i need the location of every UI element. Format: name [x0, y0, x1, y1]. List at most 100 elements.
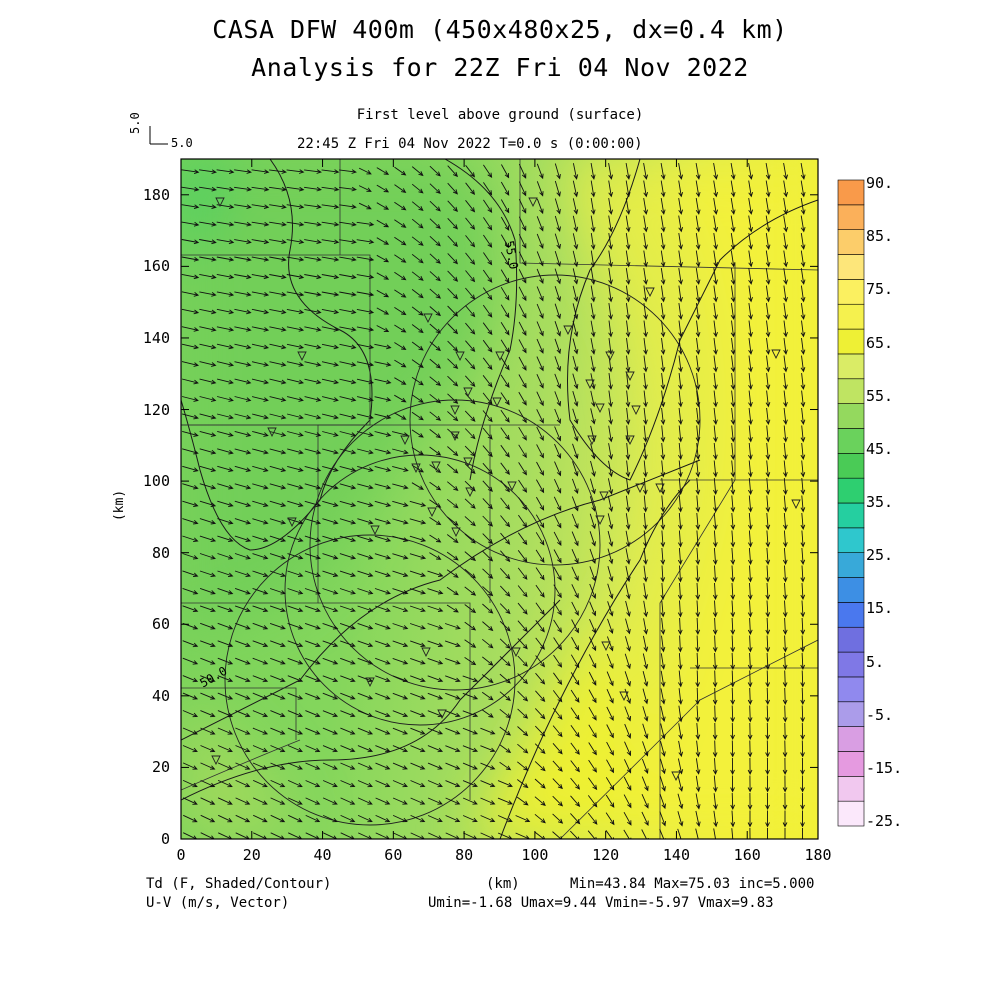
wind-vector: [765, 740, 770, 758]
wind-vector: [322, 570, 339, 577]
wind-vector: [287, 675, 304, 683]
wind-vector: [730, 285, 736, 303]
wind-vector: [536, 409, 544, 424]
wind-vector: [782, 565, 788, 583]
wind-vector: [269, 274, 287, 280]
wind-vector: [374, 622, 391, 630]
station-marker: [465, 487, 475, 498]
wind-vector: [286, 186, 305, 192]
wind-vector: [234, 274, 252, 280]
wind-vector: [783, 460, 788, 478]
wind-vector: [572, 461, 579, 477]
wind-vector: [590, 355, 596, 373]
wind-vector: [765, 687, 771, 706]
wind-vector: [748, 512, 753, 531]
wind-vector: [554, 215, 561, 232]
wind-vector: [678, 530, 683, 548]
wind-vector: [269, 239, 287, 245]
wind-vector: [392, 553, 409, 560]
wind-vector: [605, 794, 615, 808]
wind-vector: [588, 636, 597, 652]
wind-vector: [782, 705, 788, 723]
wind-vector: [712, 687, 718, 706]
wind-vector: [200, 745, 216, 753]
wind-vector: [608, 268, 613, 285]
wind-vector: [695, 687, 701, 706]
wind-vector: [305, 797, 321, 805]
wind-vector: [643, 460, 648, 478]
wind-vector: [322, 710, 339, 718]
wind-vector: [497, 815, 513, 823]
y-axis-label: (km): [112, 489, 128, 522]
wind-vector: [200, 657, 216, 665]
wind-vector: [340, 745, 356, 753]
wind-vector: [357, 640, 374, 648]
wind-vector: [304, 605, 321, 613]
wind-vector: [447, 375, 459, 387]
wind-vector: [304, 326, 322, 332]
wind-vector: [536, 198, 544, 215]
wind-vector: [783, 355, 788, 373]
wind-vector: [800, 215, 806, 233]
wind-vector: [234, 587, 251, 595]
wind-vector: [782, 687, 788, 706]
wind-vector: [252, 587, 269, 595]
wind-vector: [374, 605, 391, 613]
wind-vector: [782, 722, 788, 741]
wind-vector: [588, 654, 597, 669]
wind-vector: [217, 762, 233, 770]
wind-vector: [730, 617, 736, 636]
wind-vector: [730, 373, 736, 390]
wind-vector: [356, 396, 374, 402]
wind-vector: [411, 271, 424, 281]
wind-vector: [554, 250, 561, 267]
wind-vector: [713, 407, 718, 426]
wind-vector: [252, 727, 269, 735]
wind-vector: [608, 390, 613, 408]
wind-vector: [340, 780, 356, 788]
wind-vector: [445, 710, 461, 718]
wind-vector: [234, 465, 252, 472]
wind-vector: [643, 618, 649, 635]
wind-vector: [374, 588, 391, 595]
wind-vector: [608, 338, 613, 355]
wind-vector: [429, 481, 442, 491]
wind-vector: [304, 500, 322, 507]
wind-vector: [765, 757, 770, 776]
wind-vector: [182, 745, 198, 753]
wind-vector: [252, 518, 269, 525]
wind-vector: [252, 797, 268, 805]
wind-vector: [748, 530, 753, 548]
wind-vector: [252, 622, 269, 630]
wind-vector: [304, 169, 322, 174]
wind-vector: [590, 163, 596, 180]
wind-vector: [446, 516, 459, 526]
wind-vector: [748, 303, 753, 320]
wind-vector: [552, 760, 563, 772]
wind-vector: [517, 690, 529, 702]
wind-vector: [235, 657, 251, 665]
wind-vector: [392, 710, 409, 718]
wind-vector: [606, 759, 614, 774]
wind-vector: [625, 600, 631, 618]
wind-vector: [357, 518, 374, 525]
wind-vector: [642, 723, 649, 740]
wind-vector: [643, 268, 648, 285]
wind-vector: [199, 430, 217, 437]
wind-vector: [199, 518, 217, 525]
wind-vector: [392, 588, 409, 595]
wind-vector: [374, 378, 392, 385]
wind-vector: [536, 181, 544, 197]
wind-vector: [269, 291, 287, 297]
station-marker: [421, 647, 431, 658]
contour-path: [181, 459, 701, 741]
wind-vector: [695, 600, 701, 618]
wind-vector: [217, 622, 234, 630]
wind-vector: [625, 338, 631, 355]
wind-vector: [358, 185, 372, 192]
wind-vector: [678, 233, 683, 250]
wind-vector: [304, 343, 322, 350]
wind-vector: [695, 390, 701, 408]
wind-vector: [445, 692, 461, 700]
wind-vector: [730, 565, 736, 583]
